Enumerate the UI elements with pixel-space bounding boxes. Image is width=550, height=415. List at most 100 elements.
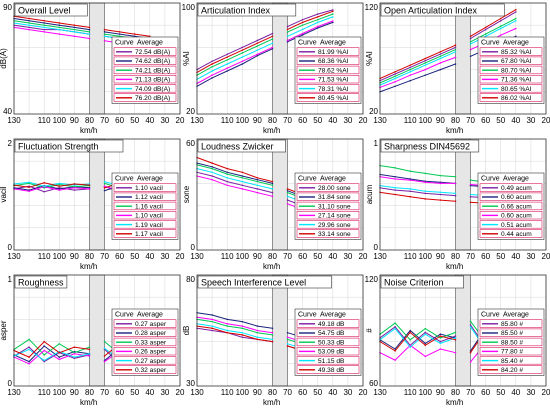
y-tick-label: 120 <box>365 3 379 12</box>
data-point <box>394 187 396 189</box>
legend-value-5: 85.40 # <box>501 358 523 365</box>
legend-row-frame <box>479 365 543 374</box>
data-point <box>271 42 274 45</box>
data-point <box>241 52 244 54</box>
chart-panel-6: Sharpness DIN45692 1 0 acum 130 110 100 90 80 70 6… <box>365 138 550 271</box>
data-point <box>256 331 259 334</box>
plot-border <box>379 274 547 387</box>
data-point <box>424 59 427 62</box>
legend-row-frame <box>113 183 177 192</box>
x-tick-label: 90 <box>70 388 79 397</box>
legend-row-frame <box>296 220 360 229</box>
x-tick-label: 40 <box>328 388 337 397</box>
data-point <box>469 324 472 326</box>
x-tick-label: 80 <box>451 116 460 125</box>
legend-value-4: 71.53 %AI <box>318 77 349 84</box>
legend-row-frame <box>113 56 177 65</box>
legend: Curve Average 72.54 dB(A) 74.62 dB(A) 74.21 … <box>111 36 179 104</box>
data-point <box>439 51 442 53</box>
data-point <box>409 344 411 347</box>
legend: Curve Average 0.49 acum 0.60 acum 0.66 acum 0… <box>477 172 545 240</box>
chart-panel-8: Speech Interference Level 80 30 dB 130 110 100… <box>182 274 368 407</box>
y-tick-label: 120 <box>365 275 379 284</box>
x-tick-label: 110 <box>221 116 234 125</box>
legend-value-3: 0.66 acum <box>501 203 532 210</box>
y-tick-label: 20 <box>186 107 195 116</box>
series-line-6 <box>196 35 273 73</box>
data-point <box>103 182 106 185</box>
data-point <box>409 71 411 73</box>
data-point <box>28 19 30 22</box>
data-point <box>58 189 61 191</box>
data-point <box>43 349 45 352</box>
legend-row-frame <box>296 328 360 337</box>
data-point <box>73 356 76 358</box>
y-axis-label: sone <box>182 185 191 203</box>
data-point <box>271 46 274 49</box>
series-line-1 <box>196 171 273 194</box>
chart-panel-3: Open Articulation Index 120 20 %AI 130 110 100… <box>365 2 550 135</box>
x-tick-label: 70 <box>466 252 475 261</box>
data-point <box>394 327 396 330</box>
series-line-6 <box>379 44 456 79</box>
data-point <box>28 182 30 185</box>
x-tick-label: 100 <box>53 252 67 261</box>
legend-value-1: 49.18 dB <box>318 321 345 328</box>
data-point <box>241 49 244 51</box>
x-tick-label: 20 <box>176 116 185 125</box>
data-point <box>256 191 259 194</box>
legend: Curve Average 49.18 dB 54.75 dB 50.33 dB 53.0… <box>294 308 362 376</box>
series-line-5 <box>196 168 273 190</box>
y-tick-label: 60 <box>369 379 378 388</box>
data-point <box>73 26 76 29</box>
data-point <box>286 25 289 28</box>
legend-value-3: 78.62 %AI <box>318 67 349 74</box>
y-tick-label: 0 <box>191 243 196 252</box>
x-tick-label: 60 <box>115 116 124 125</box>
data-point <box>226 167 228 170</box>
data-point <box>394 75 396 78</box>
legend-row-frame <box>296 319 360 328</box>
data-point <box>469 37 472 40</box>
data-point <box>332 16 334 18</box>
data-point <box>424 64 427 66</box>
data-point <box>469 48 472 51</box>
data-point <box>211 66 213 68</box>
data-point <box>424 180 427 182</box>
data-point <box>469 361 472 363</box>
data-point <box>332 21 334 24</box>
x-tick-label: 60 <box>115 388 124 397</box>
data-point <box>256 180 259 183</box>
x-axis-label: km/h <box>80 398 97 407</box>
data-point <box>286 338 289 341</box>
data-point <box>424 331 427 334</box>
legend-value-4: 0.60 acum <box>501 213 532 220</box>
series-line-6 <box>13 182 90 188</box>
data-point <box>43 190 45 193</box>
data-point <box>439 62 442 64</box>
data-point <box>58 185 61 187</box>
data-point <box>394 348 396 350</box>
data-point <box>88 37 91 40</box>
legend-row-frame <box>479 47 543 56</box>
x-tick-label: 70 <box>100 252 109 261</box>
x-tick-label: 50 <box>130 252 139 261</box>
data-point <box>118 35 121 38</box>
series-line-4 <box>196 175 273 197</box>
x-axis-label: km/h <box>263 126 280 135</box>
data-point <box>43 19 45 22</box>
data-point <box>454 56 457 59</box>
x-axis-label: km/h <box>446 262 463 271</box>
data-point <box>73 31 76 33</box>
data-point <box>211 74 213 76</box>
data-point <box>286 195 289 198</box>
data-point <box>226 318 228 321</box>
data-point <box>286 331 289 334</box>
data-point <box>241 175 244 177</box>
legend-value-5: 29.96 sone <box>318 222 351 229</box>
data-point <box>271 331 274 334</box>
series-line-1 <box>287 9 333 28</box>
data-point <box>409 190 411 192</box>
data-point <box>73 184 76 186</box>
